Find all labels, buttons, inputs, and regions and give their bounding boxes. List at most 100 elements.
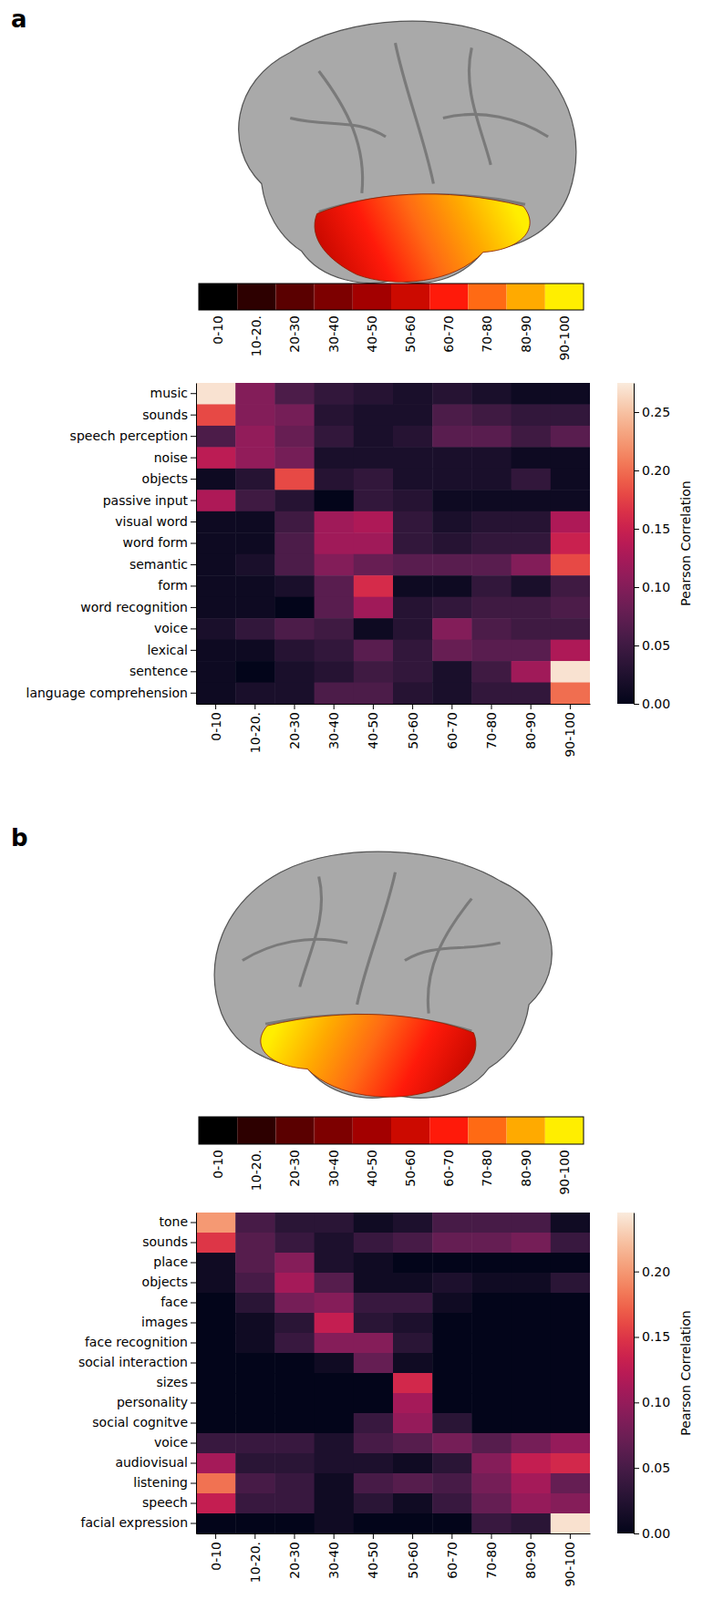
colorbar-tick-label: 0.05 <box>641 638 671 653</box>
heatmap-cell <box>471 1373 512 1395</box>
tick: word form <box>122 535 197 550</box>
tick-mark <box>633 470 640 472</box>
heatmap-cell <box>550 1433 590 1455</box>
heatmap-cell <box>353 1292 394 1314</box>
heatmap-cell <box>274 1393 315 1415</box>
heatmap-cell <box>235 468 276 491</box>
heatmap-cell <box>471 446 512 469</box>
tick-mark <box>190 1403 197 1405</box>
heatmap-cell <box>353 575 394 598</box>
tick: sounds <box>142 407 197 423</box>
heatmap-cell <box>196 1493 237 1515</box>
tick: sounds <box>142 1234 197 1250</box>
heatmap-cell <box>392 382 434 405</box>
sulcus <box>427 899 472 1014</box>
heatmap-cell <box>235 511 276 534</box>
heatmap-cell <box>235 1453 276 1475</box>
colorbar-title: Pearson Correlation <box>678 1310 693 1436</box>
tick: 0.00 <box>633 696 671 712</box>
column-label: 0-10 <box>208 1541 224 1572</box>
bin-swatch <box>467 283 507 311</box>
heatmap-cells <box>196 382 590 704</box>
heatmap-cell <box>471 1433 512 1455</box>
tick-mark <box>190 1282 197 1284</box>
heatmap-cell <box>550 1272 590 1294</box>
tick-mark <box>633 412 640 414</box>
tick-mark <box>190 650 197 652</box>
tick-mark <box>190 1523 197 1525</box>
heatmap-cell <box>432 1473 473 1495</box>
panel-label: a <box>10 5 28 33</box>
sulcus <box>319 71 363 194</box>
heatmap-cell <box>274 1513 315 1534</box>
bin-swatch <box>506 283 546 311</box>
colorbar <box>617 1212 634 1534</box>
heatmap-cell <box>511 532 552 555</box>
heatmap-cell <box>274 1453 315 1475</box>
bin-label: 30-40 <box>326 1149 342 1188</box>
row-label: voice <box>154 1435 188 1450</box>
panel-label: b <box>10 824 29 852</box>
heatmap-cell <box>314 1433 355 1455</box>
heatmap-cell <box>432 1413 473 1435</box>
heatmap-cell <box>471 1252 512 1274</box>
heatmap-cell <box>392 640 434 662</box>
tick-mark <box>190 435 197 437</box>
heatmap-cell <box>353 1413 394 1435</box>
heatmap-cell <box>314 1232 355 1254</box>
column-label: 70-80 <box>484 1541 499 1580</box>
row-label: face <box>160 1294 188 1310</box>
heatmap-cell <box>432 425 473 448</box>
colorbar-title: Pearson Correlation <box>678 480 693 606</box>
tick: personality <box>116 1395 197 1410</box>
tick-mark <box>215 1533 217 1540</box>
heatmap-cell <box>511 1473 552 1495</box>
heatmap-cell <box>274 403 315 426</box>
tick: speech perception <box>70 428 197 444</box>
heatmap-cell <box>392 1493 434 1515</box>
heatmap-cell <box>550 1453 590 1475</box>
heatmap-cell <box>511 554 552 577</box>
figure: a0-1010-20.20-3030-4040-5050-6060-7070-8… <box>0 0 703 1600</box>
tick: visual word <box>114 514 197 529</box>
tick: 10-20. <box>248 703 263 754</box>
heatmap-cell <box>392 468 434 491</box>
tick: 0.05 <box>633 638 671 653</box>
brain <box>214 851 552 1098</box>
heatmap-cell <box>511 1453 552 1475</box>
tick: music <box>150 385 197 401</box>
bin-label: 0-10 <box>210 315 226 345</box>
colorbar-axis: 0.000.050.100.150.200.25 <box>633 383 671 712</box>
tick-mark <box>190 478 197 480</box>
bin-label: 20-30 <box>287 1149 302 1188</box>
tick: objects <box>142 471 197 486</box>
tick-mark <box>491 1533 493 1540</box>
heatmap-cell <box>196 554 237 577</box>
heatmap-cell <box>353 1373 394 1395</box>
heatmap-cell <box>353 403 394 426</box>
bin-label: 30-40 <box>326 315 342 353</box>
heatmap-cell <box>550 1373 590 1395</box>
tick: 90-100 <box>562 1533 578 1588</box>
bin-label: 40-50 <box>364 315 380 353</box>
heatmap-cell <box>196 489 237 512</box>
heatmap-cell <box>550 575 590 598</box>
tick-mark <box>412 703 414 710</box>
heatmap-cell <box>274 640 315 662</box>
heatmap-cell <box>274 1333 315 1355</box>
heatmap-cell <box>353 1272 394 1294</box>
heatmap-cell <box>235 1292 276 1314</box>
heatmap-cell <box>353 446 394 469</box>
bin-swatch <box>467 1116 507 1145</box>
heatmap-cell <box>196 661 237 683</box>
tick-mark <box>254 1533 256 1540</box>
row-label: word form <box>122 535 188 550</box>
bin-swatch <box>314 283 353 311</box>
heatmap-cell <box>471 1232 512 1254</box>
heatmap-cell <box>196 682 237 704</box>
heatmap-cell <box>511 1413 552 1435</box>
heatmap-cell <box>471 1473 512 1495</box>
tick-mark <box>294 703 296 710</box>
tick: language comprehension <box>26 685 197 701</box>
heatmap-cell <box>550 618 590 641</box>
